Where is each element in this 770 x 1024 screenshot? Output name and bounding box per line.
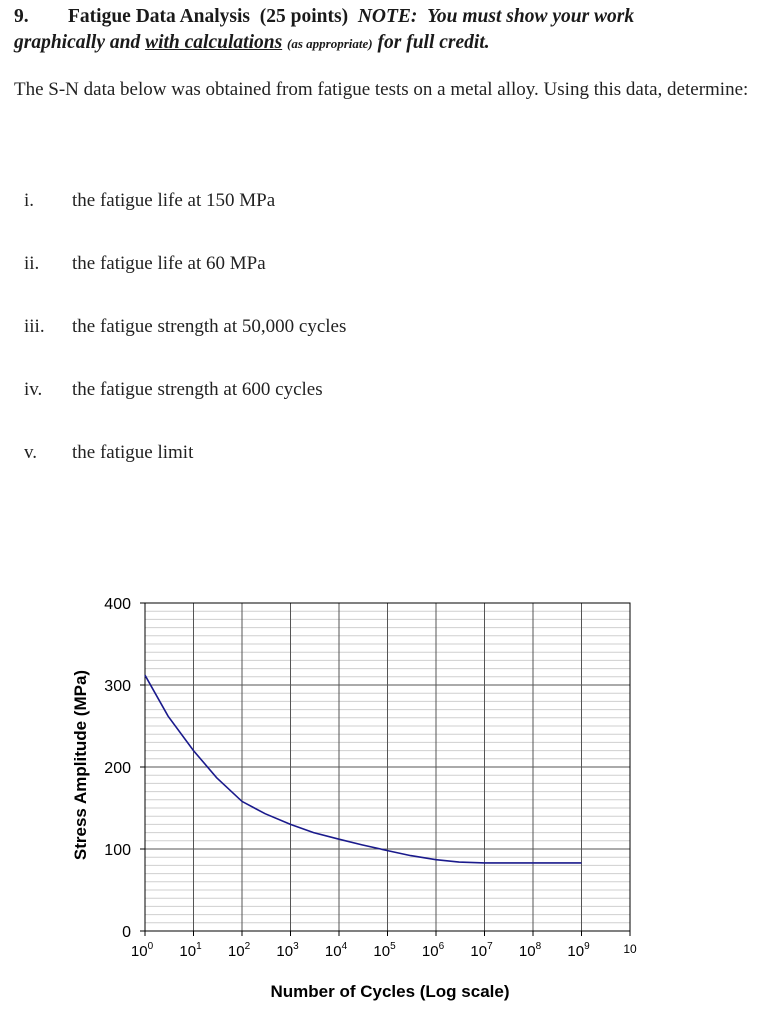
note-line2-b: with calculations: [145, 32, 283, 53]
x-tick-label: 10: [623, 942, 637, 956]
y-tick-label: 200: [104, 760, 131, 777]
x-tick-label: 100: [131, 941, 154, 960]
note-text: You must show your work: [427, 6, 635, 27]
question-numeral: v.: [24, 442, 38, 463]
heading-line-1: 9. Fatigue Data Analysis (25 points) NOTE…: [14, 4, 754, 30]
question-numeral: iii.: [24, 316, 45, 337]
x-tick-label: 106: [422, 941, 445, 960]
x-tick-label: 101: [179, 941, 202, 960]
problem-heading: 9. Fatigue Data Analysis (25 points) NOTE…: [14, 4, 754, 57]
x-tick-label: 109: [567, 941, 590, 960]
problem-title: Fatigue Data Analysis: [68, 6, 251, 27]
x-tick-label: 107: [470, 941, 493, 960]
note-label: NOTE:: [357, 6, 418, 27]
question-text: the fatigue life at 60 MPa: [72, 253, 266, 274]
note-line2-a: graphically and: [14, 32, 141, 53]
heading-line-2: graphically and with calculations (as ap…: [14, 30, 754, 57]
question-text: the fatigue strength at 50,000 cycles: [72, 316, 347, 337]
note-line2-c: (as appropriate): [287, 36, 373, 51]
question-text: the fatigue limit: [72, 442, 194, 463]
y-axis-ticks: 0 100 200 300 400: [104, 596, 145, 941]
problem-number: 9.: [14, 6, 29, 27]
question-numeral: ii.: [24, 253, 40, 274]
major-grid: [145, 603, 630, 931]
x-axis-ticks: 100 101 102 103 104 105 106 107 108 109 10: [131, 931, 637, 960]
x-tick-label: 108: [519, 941, 542, 960]
x-axis-label: Number of Cycles (Log scale): [270, 982, 509, 1001]
x-tick-label: 104: [325, 941, 348, 960]
y-tick-label: 100: [104, 842, 131, 859]
y-tick-label: 300: [104, 678, 131, 695]
sn-curve-line: [144, 674, 582, 864]
question-text: the fatigue strength at 600 cycles: [72, 379, 323, 400]
x-tick-label: 103: [276, 941, 299, 960]
note-line2-d: for full credit.: [377, 32, 490, 53]
intro-paragraph: The S-N data below was obtained from fat…: [14, 79, 749, 100]
y-axis-label: Stress Amplitude (MPa): [71, 670, 90, 860]
question-numeral: iv.: [24, 379, 43, 400]
x-tick-label: 102: [228, 941, 251, 960]
y-tick-label: 400: [104, 596, 131, 613]
question-numeral: i.: [24, 190, 35, 211]
y-tick-label: 0: [122, 924, 131, 941]
x-tick-label: 105: [373, 941, 396, 960]
question-text: the fatigue life at 150 MPa: [72, 190, 276, 211]
problem-points: (25 points): [259, 6, 349, 27]
